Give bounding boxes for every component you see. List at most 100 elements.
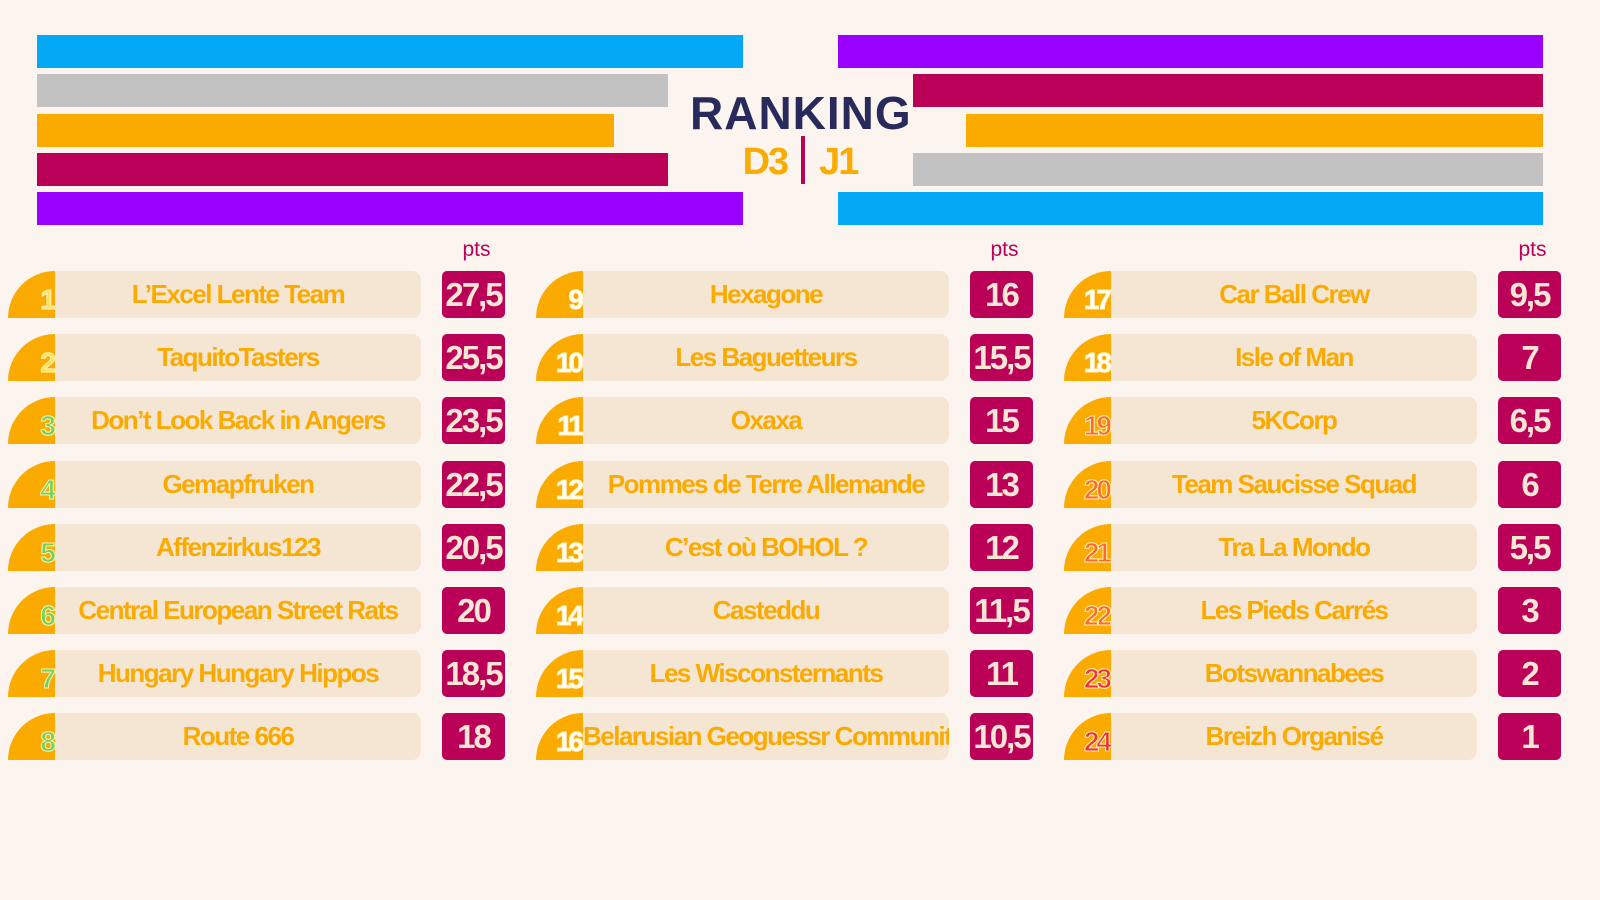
rank-badge: 9: [536, 271, 584, 318]
rank-number: 12: [555, 473, 584, 505]
team-points: 18,5: [442, 650, 505, 698]
ranking-row: 1 L’Excel Lente Team 27,5: [8, 271, 508, 318]
ranking-row: 16 Belarusian Geoguessr Community 10,5: [536, 713, 1036, 761]
ranking-row: 4 Gemapfruken 22,5: [8, 460, 508, 508]
team-name: L’Excel Lente Team: [55, 271, 421, 318]
rank-badge: 24: [1064, 713, 1113, 761]
team-name: Hungary Hungary Hippos: [55, 650, 421, 698]
team-points: 16: [970, 271, 1033, 318]
division-label: D3: [742, 141, 790, 184]
team-points: 25,5: [442, 334, 505, 382]
team-name: Route 666: [55, 713, 421, 761]
rank-badge: 1: [8, 271, 56, 318]
subtitle: D3 J1: [690, 136, 910, 188]
team-points: 3: [1498, 587, 1561, 634]
team-name: Central European Street Rats: [55, 587, 421, 634]
team-name: Car Ball Crew: [1111, 271, 1477, 318]
team-name: Les Wisconsternants: [583, 650, 949, 698]
rank-badge: 17: [1064, 271, 1113, 318]
team-points: 20: [442, 587, 505, 634]
rank-badge: 15: [536, 650, 585, 698]
rank-number: 4: [40, 473, 56, 505]
ranking-row: 5 Affenzirkus123 20,5: [8, 523, 508, 571]
rank-number: 1: [40, 284, 56, 316]
rank-number: 5: [40, 536, 56, 568]
rank-number: 8: [40, 726, 56, 758]
rank-badge: 8: [8, 713, 56, 761]
ranking-row: 22 Les Pieds Carrés 3: [1064, 587, 1564, 634]
ranking-row: 18 Isle of Man 7: [1064, 334, 1564, 382]
decor-bar-purple: [37, 192, 743, 225]
decor-bar-yellow: [37, 114, 614, 147]
team-points: 7: [1498, 334, 1561, 382]
decor-bar-gray: [37, 74, 668, 107]
team-name: Isle of Man: [1111, 334, 1477, 382]
rank-badge: 3: [8, 397, 56, 445]
rank-badge: 21: [1064, 523, 1113, 571]
rank-number: 14: [555, 600, 584, 632]
rank-badge: 22: [1064, 587, 1113, 634]
rank-badge: 4: [8, 460, 56, 508]
rank-badge: 19: [1064, 397, 1113, 445]
team-points: 20,5: [442, 523, 505, 571]
rank-badge: 2: [8, 334, 56, 382]
ranking-row: 6 Central European Street Rats 20: [8, 587, 508, 634]
team-name: Les Baguetteurs: [583, 334, 949, 382]
team-name: Belarusian Geoguessr Community: [583, 713, 949, 761]
rank-number: 3: [40, 410, 56, 442]
rank-number: 9: [568, 284, 584, 316]
rank-number: 2: [40, 347, 56, 379]
team-points: 10,5: [970, 713, 1033, 761]
team-points: 6: [1498, 460, 1561, 508]
rank-number: 7: [40, 663, 56, 695]
ranking-row: 9 Hexagone 16: [536, 271, 1036, 318]
team-name: Les Pieds Carrés: [1111, 587, 1477, 634]
team-points: 9,5: [1498, 271, 1561, 318]
ranking-row: 12 Pommes de Terre Allemande 13: [536, 460, 1036, 508]
team-points: 11,5: [970, 587, 1033, 634]
rank-number: 21: [1083, 536, 1112, 568]
team-points: 23,5: [442, 397, 505, 445]
rank-number: 10: [555, 347, 584, 379]
team-points: 13: [970, 460, 1033, 508]
rank-badge: 20: [1064, 460, 1113, 508]
rank-number: 11: [557, 410, 585, 442]
separator: [801, 136, 806, 184]
rank-number: 19: [1083, 410, 1112, 442]
rank-number: 22: [1083, 600, 1112, 632]
decor-bar-blue: [37, 35, 743, 68]
ranking-row: 13 C’est où BOHOL ? 12: [536, 523, 1036, 571]
team-points: 18: [442, 713, 505, 761]
rank-number: 24: [1083, 726, 1112, 758]
rank-number: 15: [555, 663, 584, 695]
team-name: C’est où BOHOL ?: [583, 523, 949, 571]
team-points: 6,5: [1498, 397, 1561, 445]
rank-number: 13: [555, 536, 584, 568]
ranking-row: 7 Hungary Hungary Hippos 18,5: [8, 650, 508, 698]
team-name: Botswannabees: [1111, 650, 1477, 698]
ranking-row: 3 Don’t Look Back in Angers 23,5: [8, 397, 508, 445]
team-name: 5KCorp: [1111, 397, 1477, 445]
team-points: 5,5: [1498, 523, 1561, 571]
ranking-row: 23 Botswannabees 2: [1064, 650, 1564, 698]
rank-number: 17: [1083, 284, 1112, 316]
team-name: Gemapfruken: [55, 460, 421, 508]
ranking-row: 20 Team Saucisse Squad 6: [1064, 460, 1564, 508]
rank-number: 6: [40, 600, 56, 632]
rank-badge: 16: [536, 713, 585, 761]
ranking-row: 15 Les Wisconsternants 11: [536, 650, 1036, 698]
rank-badge: 10: [536, 334, 585, 382]
ranking-row: 17 Car Ball Crew 9,5: [1064, 271, 1564, 318]
team-points: 12: [970, 523, 1033, 571]
team-name: Affenzirkus123: [55, 523, 421, 571]
rank-badge: 13: [536, 523, 585, 571]
ranking-row: 8 Route 666 18: [8, 713, 508, 761]
rank-badge: 12: [536, 460, 585, 508]
rank-badge: 14: [536, 587, 585, 634]
decor-bar-crimson: [913, 74, 1543, 107]
team-name: Don’t Look Back in Angers: [55, 397, 421, 445]
team-name: Oxaxa: [583, 397, 949, 445]
matchday-label: J1: [819, 141, 859, 184]
page-title: RANKING: [690, 87, 912, 139]
ranking-row: 2 TaquitoTasters 25,5: [8, 334, 508, 382]
